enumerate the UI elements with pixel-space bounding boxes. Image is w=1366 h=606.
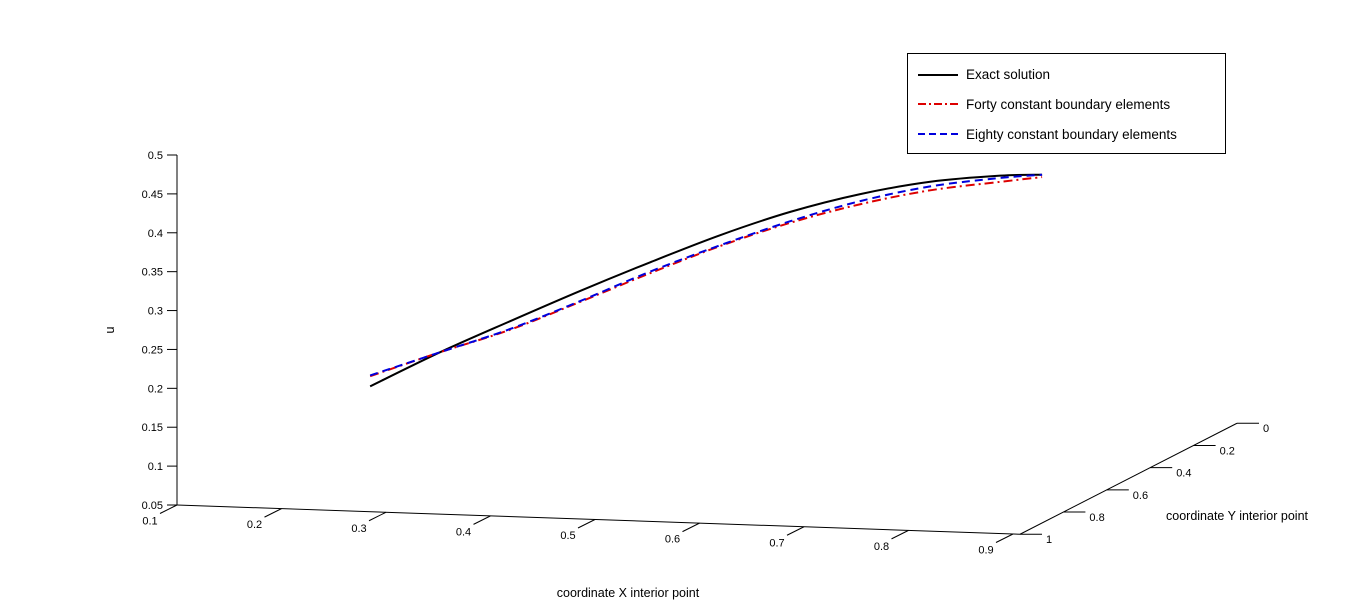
legend-row-exact: Exact solution	[908, 67, 1225, 82]
z-tick-label: 0.2	[148, 383, 163, 395]
x-tick-label: 0.1	[142, 516, 157, 528]
x-axis-line	[176, 504, 1021, 535]
x-tick-label: 0.5	[560, 530, 575, 542]
series-exact-solution	[369, 173, 1043, 388]
x-tick-label: 0.9	[978, 545, 993, 557]
legend: Exact solution Forty constant boundary e…	[907, 53, 1226, 154]
x-tick-label: 0.6	[665, 534, 680, 546]
z-tick-label: 0.1	[148, 461, 163, 473]
curves	[369, 173, 1043, 388]
y-tick-label: 0.4	[1176, 468, 1191, 480]
y-tick-label: 0.2	[1220, 445, 1235, 457]
series-eighty-constant-boundary-elements	[369, 173, 1043, 377]
x-tick-label: 0.3	[351, 523, 366, 535]
x-tick-label: 0.8	[874, 541, 889, 553]
z-tick-label: 0.45	[142, 189, 163, 201]
y-axis-line	[1019, 422, 1238, 535]
x-tick	[786, 526, 805, 536]
x-tick-label: 0.7	[769, 537, 784, 549]
x-tick	[264, 508, 282, 518]
legend-label-eighty: Eighty constant boundary elements	[966, 126, 1177, 142]
y-tick-label: 1	[1046, 534, 1052, 546]
y-tick-label: 0	[1263, 423, 1269, 435]
y-tick-label: 0.6	[1133, 490, 1148, 502]
z-axis-title: u	[103, 326, 117, 333]
y-axis-title: coordinate Y interior point	[1166, 509, 1309, 523]
x-tick	[682, 522, 700, 533]
x-tick	[368, 511, 387, 522]
forty-line-sample-icon	[918, 103, 958, 106]
x-tick	[891, 529, 909, 540]
axes: 0.05 0.1 0.15 0.2 0.25 0.3 0.35 0.4 0.45 0.5 0.1 0.…	[142, 150, 1270, 557]
x-tick	[577, 519, 596, 529]
x-tick-label: 0.2	[247, 519, 262, 531]
x-tick	[473, 515, 491, 525]
series-forty-constant-boundary-elements	[369, 176, 1043, 378]
x-tick	[159, 504, 178, 514]
z-tick-label: 0.05	[142, 500, 163, 512]
x-tick	[995, 533, 1014, 543]
exact-line-sample-icon	[918, 73, 958, 76]
legend-label-exact: Exact solution	[966, 67, 1051, 83]
legend-row-forty: Forty constant boundary elements	[908, 97, 1225, 112]
z-tick-label: 0.4	[148, 228, 163, 240]
legend-label-forty: Forty constant boundary elements	[966, 96, 1171, 112]
eighty-line-sample-icon	[918, 133, 958, 136]
y-tick-label: 0.8	[1089, 512, 1104, 524]
z-tick-label: 0.15	[142, 422, 163, 434]
z-tick-label: 0.3	[148, 306, 163, 318]
z-tick-label: 0.5	[148, 150, 163, 162]
z-tick-label: 0.25	[142, 344, 163, 356]
z-tick-label: 0.35	[142, 267, 163, 279]
x-axis-title: coordinate X interior point	[557, 586, 700, 600]
legend-row-eighty: Eighty constant boundary elements	[908, 127, 1225, 142]
x-tick-label: 0.4	[456, 526, 471, 538]
